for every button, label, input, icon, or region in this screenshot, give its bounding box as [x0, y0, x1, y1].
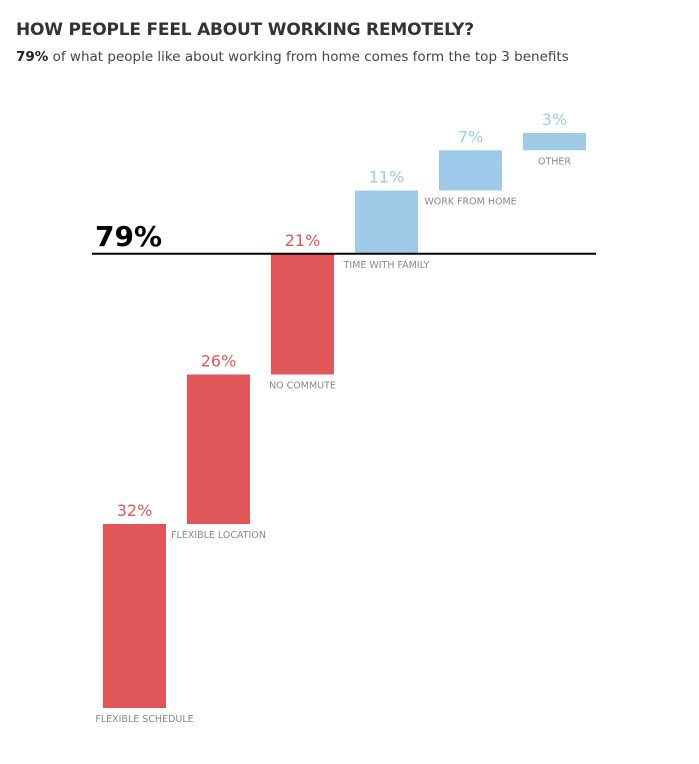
value-label: 7%: [458, 127, 483, 146]
category-label: NO COMMUTE: [269, 381, 336, 392]
value-label: 3%: [542, 110, 567, 129]
bar-flexible-location: [187, 374, 250, 524]
value-label: 21%: [285, 231, 321, 250]
subtitle-text: of what people like about working from h…: [48, 49, 569, 65]
bar-time-with-family: [355, 190, 418, 254]
bar-flexible-schedule: [103, 524, 166, 708]
bar-other: [523, 133, 586, 151]
subtitle-highlight: 79%: [16, 49, 49, 65]
chart-title: HOW PEOPLE FEEL ABOUT WORKING REMOTELY?: [16, 20, 474, 40]
category-label: TIME WITH FAMILY: [343, 260, 430, 271]
category-label: FLEXIBLE LOCATION: [171, 530, 266, 541]
category-label: WORK FROM HOME: [424, 197, 516, 208]
category-label: FLEXIBLE SCHEDULE: [95, 714, 193, 725]
bar-no-commute: [271, 253, 334, 375]
chart-subtitle: 79% of what people like about working fr…: [16, 49, 569, 65]
category-label: OTHER: [538, 156, 571, 167]
bars-group: 32% FLEXIBLE SCHEDULE 26% FLEXIBLE LOCATION…: [95, 110, 586, 725]
bar-work-from-home: [439, 150, 502, 191]
value-label: 11%: [369, 168, 405, 187]
value-label: 32%: [117, 501, 153, 520]
value-label: 26%: [201, 352, 237, 371]
reference-line-label: 79%: [95, 220, 162, 253]
